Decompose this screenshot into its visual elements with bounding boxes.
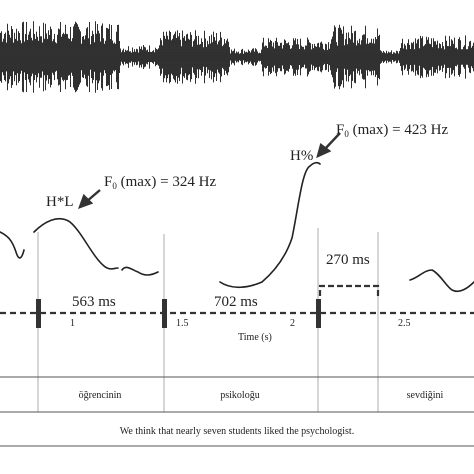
waveform-trace xyxy=(0,21,474,93)
boundary-tone-label: H% xyxy=(290,148,313,164)
tick-label: 2.5 xyxy=(398,318,411,329)
boundary-marker-1 xyxy=(36,299,41,328)
waveform xyxy=(0,21,474,93)
translation-line: We think that nearly seven students like… xyxy=(120,426,354,437)
pitch-segment-5 xyxy=(409,269,474,293)
word-label: öğrencinin xyxy=(79,390,122,401)
f0-subscript: 0 xyxy=(344,129,349,139)
duration-bracket xyxy=(318,284,380,296)
duration-label-3: 270 ms xyxy=(326,252,370,268)
pitch-segment-2 xyxy=(33,217,119,270)
boundary-marker-2 xyxy=(162,299,167,328)
f0-max-label-2: F0 (max) = 423 Hz xyxy=(336,122,448,139)
f0-max-label-1: F0 (max) = 324 Hz xyxy=(104,174,216,191)
duration-line xyxy=(0,284,474,328)
duration-label-1: 563 ms xyxy=(72,294,116,310)
pitch-segment-1 xyxy=(0,231,25,259)
tick-label: 1 xyxy=(70,318,75,329)
f0-subscript: 0 xyxy=(112,181,117,191)
word-label: psikoloğu xyxy=(220,390,259,401)
tick-label: 1.5 xyxy=(176,318,189,329)
arrowhead-h-percent xyxy=(316,142,332,159)
arrowhead-h-star-l xyxy=(77,193,94,210)
word-tier: öğrencinin psikoloğu sevdiğini We think … xyxy=(0,376,474,447)
pitch-accent-label: H*L xyxy=(46,194,74,210)
duration-label-2: 702 ms xyxy=(214,294,258,310)
pitch-segment-3 xyxy=(121,266,159,276)
arrow-h-percent xyxy=(323,132,341,151)
f0-symbol: F xyxy=(336,122,344,138)
annotation-arrows xyxy=(77,132,341,210)
boundary-marker-3 xyxy=(316,299,321,328)
word-label: sevdiğini xyxy=(407,390,444,401)
f0-value: (max) = 324 Hz xyxy=(117,174,217,190)
pitch-contour xyxy=(0,161,474,293)
time-axis-label: Time (s) xyxy=(238,332,272,343)
f0-symbol: F xyxy=(104,174,112,190)
tick-label: 2 xyxy=(290,318,295,329)
f0-value: (max) = 423 Hz xyxy=(349,122,449,138)
time-axis: 1 1.5 2 2.5 Time (s) xyxy=(70,318,411,343)
pitch-segment-4 xyxy=(219,161,321,289)
